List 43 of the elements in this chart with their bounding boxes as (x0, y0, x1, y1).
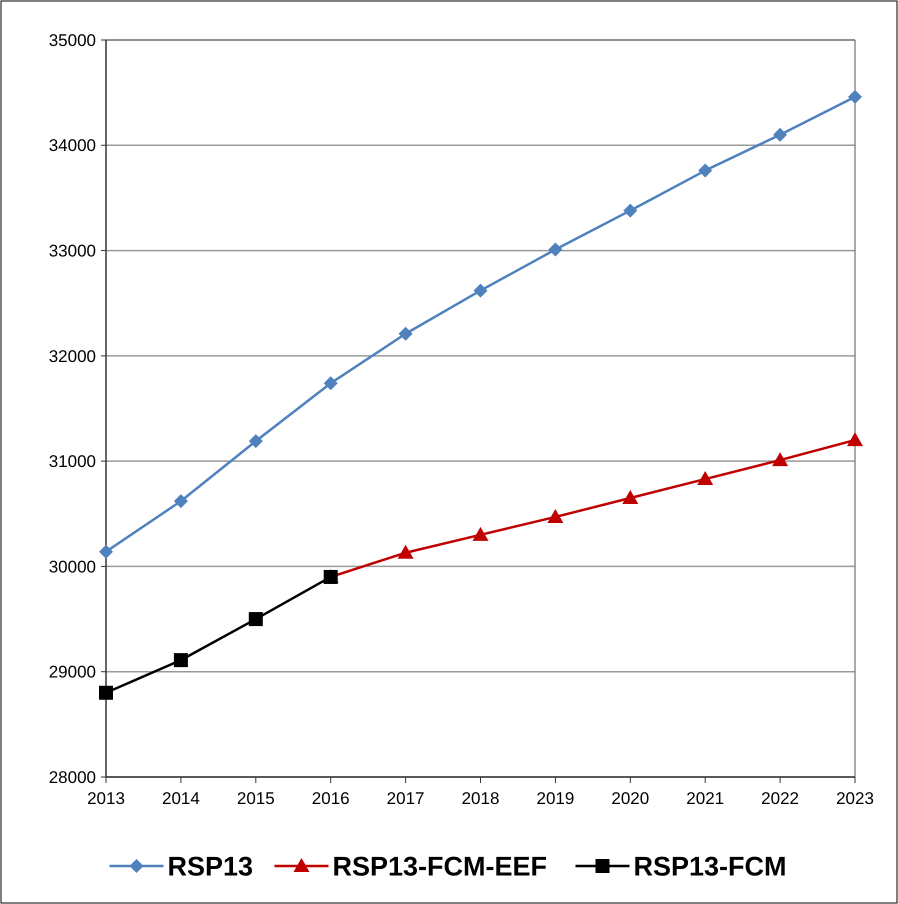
point (848, 90, 862, 104)
point (99, 544, 113, 559)
point (398, 544, 414, 559)
point (697, 471, 714, 486)
legend-label: RSP13-FCM (634, 851, 787, 882)
point (398, 326, 413, 341)
y-tick-label: 33000 (48, 242, 96, 261)
point (773, 128, 788, 142)
x-tick-label: 2023 (836, 789, 874, 808)
point (99, 686, 113, 700)
point (623, 204, 638, 218)
point (547, 508, 564, 523)
point (622, 490, 638, 504)
y-tick-label: 32000 (48, 346, 96, 366)
point (772, 452, 788, 466)
x-tick-label: 2019 (536, 789, 574, 808)
y-tick-label: 30000 (48, 557, 96, 576)
x-tick-label: 2014 (162, 789, 200, 808)
y-tick-label: 29000 (48, 662, 96, 682)
legend-label: RSP13 (168, 851, 254, 882)
point (324, 376, 338, 390)
x-tick-label: 2018 (462, 789, 500, 808)
x-tick-label: 2022 (761, 789, 800, 808)
y-tick-label: 35000 (48, 30, 96, 50)
point (248, 612, 263, 626)
point (174, 494, 188, 508)
legend-label: RSP13-FCM-EEF (332, 851, 548, 882)
x-tick-label: 2015 (236, 789, 275, 808)
x-tick-label: 2021 (686, 789, 724, 808)
point (847, 432, 863, 446)
y-tick-label: 28000 (48, 768, 96, 787)
x-tick-label: 2013 (87, 789, 125, 808)
point (698, 164, 712, 178)
point (248, 434, 263, 448)
x-tick-label: 2016 (312, 789, 350, 808)
x-tick-label: 2020 (611, 789, 650, 808)
y-tick-label: 34000 (48, 136, 96, 156)
x-tick-label: 2017 (386, 789, 425, 808)
point (174, 653, 188, 668)
point (474, 284, 488, 298)
point (472, 526, 488, 541)
point (548, 242, 562, 257)
y-tick-label: 31000 (48, 452, 96, 472)
